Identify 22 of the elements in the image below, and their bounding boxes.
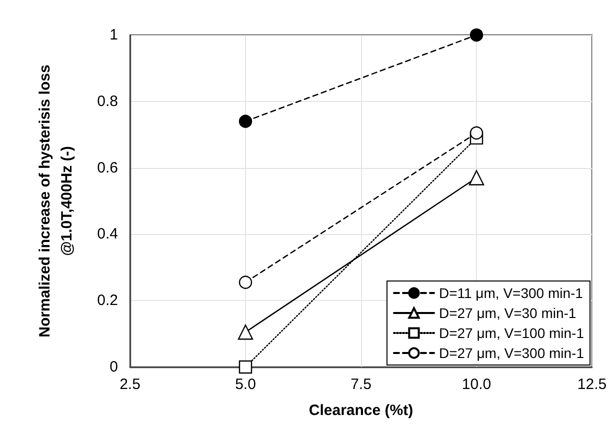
y-tick-label: 0.2 <box>97 292 118 310</box>
x-tick-label: 12.5 <box>577 376 607 393</box>
x-tick-label: 5.0 <box>235 376 256 393</box>
y-tick-label: 0.4 <box>97 226 118 243</box>
y-tick-label: 1 <box>110 26 118 44</box>
y-axis-title: Normalized increase of hysterisis loss @1.0T,400Hz (-) <box>36 64 76 338</box>
point <box>238 360 252 374</box>
y-tick-label: 0.6 <box>97 159 118 176</box>
point <box>470 28 484 42</box>
point <box>470 126 484 140</box>
x-tick-label: 2.5 <box>120 376 140 393</box>
legend-label: D=11 μm, V=300 min-1 <box>438 285 584 301</box>
legend-label: D=27 μm, V=300 min-1 <box>438 345 584 361</box>
y-tick-label: 0 <box>110 358 118 376</box>
x-axis-title: Clearance (%t) <box>308 402 414 419</box>
legend-label: D=27 μm, V=100 min-1 <box>438 325 584 341</box>
point <box>238 276 252 289</box>
y-tick-label: 0.8 <box>97 92 118 110</box>
point <box>238 114 252 128</box>
x-tick-label: 7.5 <box>350 376 372 393</box>
legend-label: D=27 μm, V=30 min-1 <box>438 305 576 321</box>
x-tick-label: 10.0 <box>462 376 492 393</box>
